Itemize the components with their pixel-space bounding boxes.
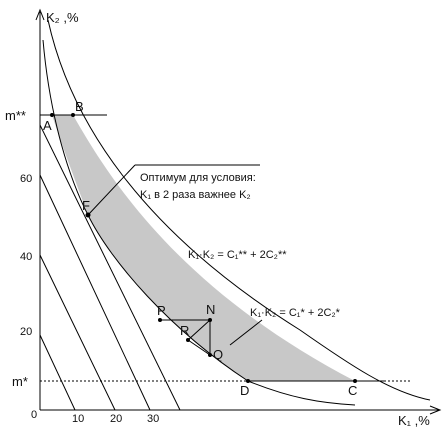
y-tick: 40 xyxy=(20,251,32,263)
point-label: C xyxy=(348,383,357,398)
x-arrow xyxy=(429,405,442,415)
point-label: B xyxy=(75,99,84,114)
x-tick: 0 xyxy=(31,409,37,421)
lower-curve xyxy=(42,39,356,406)
y-label: K₂ ,% xyxy=(46,10,79,25)
level-label: m* xyxy=(12,374,28,389)
y-arrow xyxy=(35,8,45,21)
annotation: K₁·K₂ = C₁* + 2C₂* xyxy=(250,307,341,319)
leader xyxy=(229,319,263,346)
annotation: K₁·K₂ = C₁** + 2C₂** xyxy=(188,249,287,261)
point-label: P xyxy=(157,303,166,318)
point-label: N xyxy=(206,302,215,317)
line xyxy=(39,124,181,411)
point-label: F xyxy=(82,198,90,213)
points xyxy=(50,113,357,383)
point-label: Q xyxy=(213,347,223,362)
line xyxy=(39,174,151,411)
leader xyxy=(87,164,136,216)
x-label: K₁ ,% xyxy=(398,413,430,428)
arrow-nr xyxy=(187,319,211,341)
annotation: Оптимум для условия: xyxy=(140,172,256,184)
x-tick: 20 xyxy=(110,413,122,425)
annotation: K₁ в 2 раза важнее K₂ xyxy=(140,189,251,201)
y-tick: 60 xyxy=(20,173,32,185)
point-label: A xyxy=(43,118,52,133)
line xyxy=(39,334,76,411)
point-label: D xyxy=(240,383,249,398)
x-tick: 10 xyxy=(72,413,84,425)
line xyxy=(39,254,116,411)
arrow-rq xyxy=(187,339,211,356)
x-tick: 30 xyxy=(147,413,159,425)
level-label: m** xyxy=(5,108,26,123)
y-tick: 20 xyxy=(20,326,32,338)
feasible-region xyxy=(52,115,355,381)
point-label: R xyxy=(180,323,189,338)
